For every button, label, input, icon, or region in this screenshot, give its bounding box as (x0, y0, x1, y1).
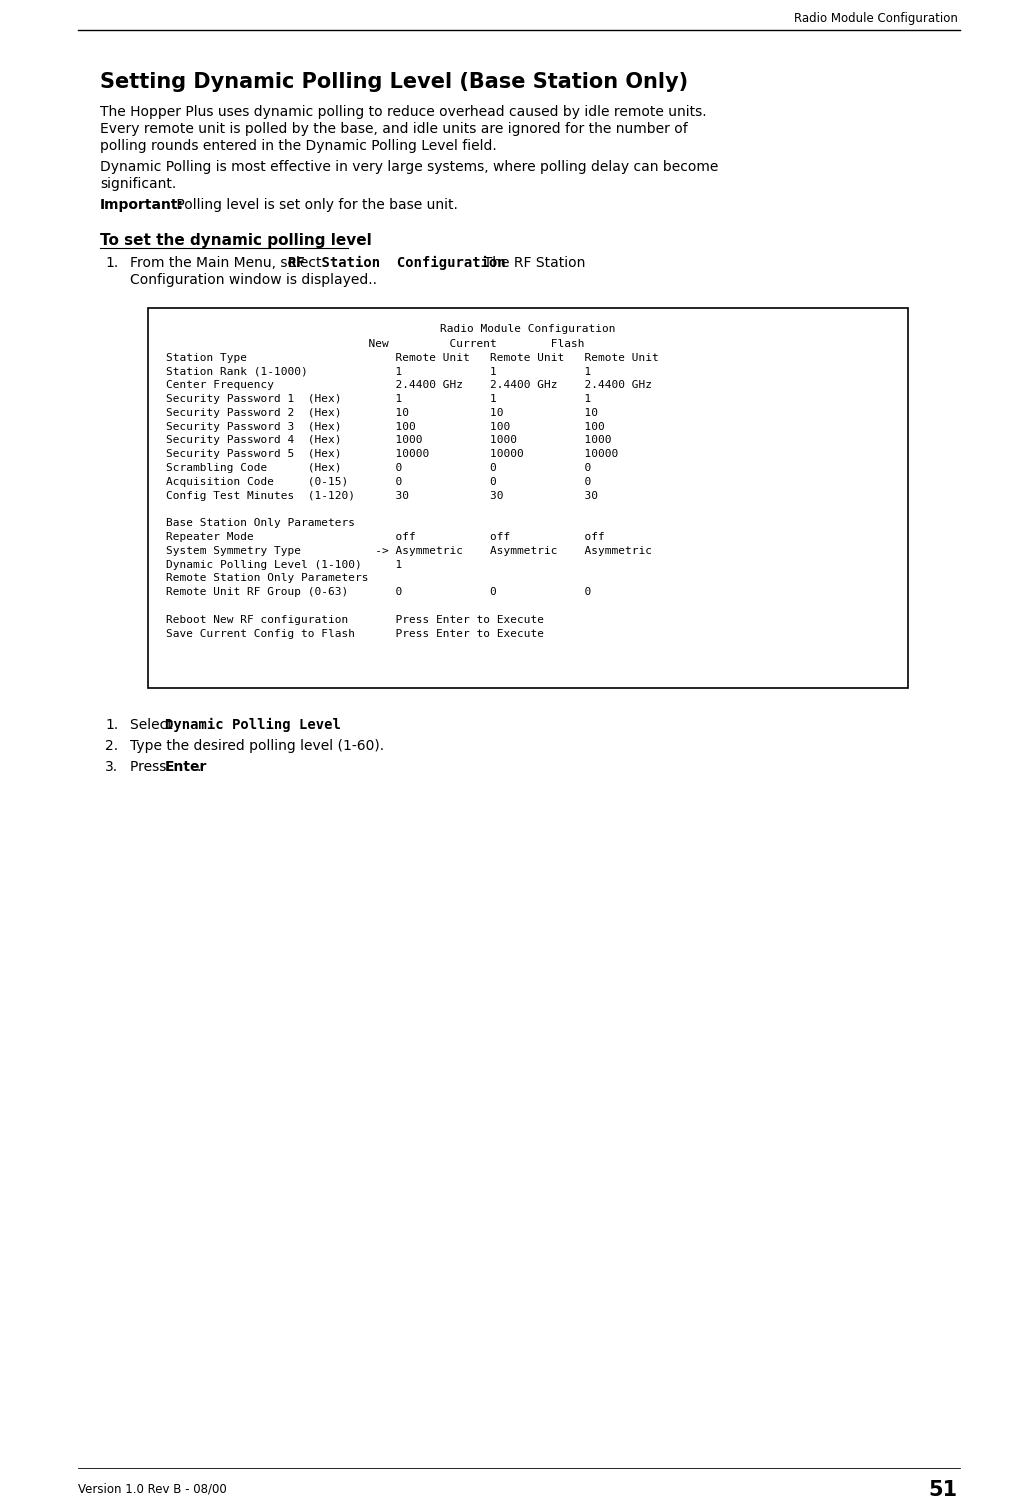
Text: Dynamic Polling is most effective in very large systems, where polling delay can: Dynamic Polling is most effective in ver… (100, 160, 718, 174)
Text: System Symmetry Type           -> Asymmetric    Asymmetric    Asymmetric: System Symmetry Type -> Asymmetric Asymm… (166, 545, 652, 556)
Text: Scrambling Code      (Hex)        0             0             0: Scrambling Code (Hex) 0 0 0 (166, 463, 592, 473)
Text: Center Frequency                  2.4400 GHz    2.4400 GHz    2.4400 GHz: Center Frequency 2.4400 GHz 2.4400 GHz 2… (166, 380, 652, 389)
Text: To set the dynamic polling level: To set the dynamic polling level (100, 234, 372, 249)
Text: Base Station Only Parameters: Base Station Only Parameters (166, 518, 355, 529)
Text: Security Password 5  (Hex)        10000         10000         10000: Security Password 5 (Hex) 10000 10000 10… (166, 449, 618, 460)
Text: Station Rank (1-1000)             1             1             1: Station Rank (1-1000) 1 1 1 (166, 367, 592, 376)
Text: Configuration window is displayed..: Configuration window is displayed.. (130, 273, 377, 288)
Text: .: . (197, 759, 201, 774)
Text: Remote Unit RF Group (0-63)       0             0             0: Remote Unit RF Group (0-63) 0 0 0 (166, 587, 592, 598)
Text: 1.: 1. (105, 256, 119, 270)
Text: .: . (316, 718, 321, 733)
Bar (148, 309, 908, 688)
Text: Remote Station Only Parameters: Remote Station Only Parameters (166, 574, 369, 583)
Text: 1.: 1. (105, 718, 119, 733)
Text: Security Password 4  (Hex)        1000          1000          1000: Security Password 4 (Hex) 1000 1000 1000 (166, 436, 612, 445)
Text: Enter: Enter (165, 759, 208, 774)
Text: polling rounds entered in the Dynamic Polling Level field.: polling rounds entered in the Dynamic Po… (100, 139, 496, 153)
Text: Radio Module Configuration: Radio Module Configuration (441, 324, 616, 334)
Text: Press: Press (130, 759, 171, 774)
Text: Version 1.0 Rev B - 08/00: Version 1.0 Rev B - 08/00 (78, 1483, 227, 1497)
Text: 3.: 3. (105, 759, 119, 774)
Text: Dynamic Polling Level: Dynamic Polling Level (165, 718, 341, 733)
Text: Security Password 2  (Hex)        10            10            10: Security Password 2 (Hex) 10 10 10 (166, 407, 598, 418)
Text: Type the desired polling level (1-60).: Type the desired polling level (1-60). (130, 739, 384, 753)
Text: RF  Station  Configuration: RF Station Configuration (288, 256, 505, 270)
Text: Setting Dynamic Polling Level (Base Station Only): Setting Dynamic Polling Level (Base Stat… (100, 72, 688, 91)
Text: Acquisition Code     (0-15)       0             0             0: Acquisition Code (0-15) 0 0 0 (166, 476, 592, 487)
Text: Reboot New RF configuration       Press Enter to Execute: Reboot New RF configuration Press Enter … (166, 614, 544, 625)
Text: Security Password 3  (Hex)        100           100           100: Security Password 3 (Hex) 100 100 100 (166, 421, 605, 431)
Text: Radio Module Configuration: Radio Module Configuration (794, 12, 958, 25)
Text: From the Main Menu, select: From the Main Menu, select (130, 256, 326, 270)
Text: Security Password 1  (Hex)        1             1             1: Security Password 1 (Hex) 1 1 1 (166, 394, 592, 404)
Text: significant.: significant. (100, 177, 176, 192)
Text: Dynamic Polling Level (1-100)     1: Dynamic Polling Level (1-100) 1 (166, 560, 402, 569)
Text: New         Current        Flash: New Current Flash (166, 339, 585, 349)
Text: Config Test Minutes  (1-120)      30            30            30: Config Test Minutes (1-120) 30 30 30 (166, 491, 598, 500)
Text: . The RF Station: . The RF Station (475, 256, 586, 270)
Text: 51: 51 (929, 1480, 958, 1498)
Text: Save Current Config to Flash      Press Enter to Execute: Save Current Config to Flash Press Enter… (166, 629, 544, 638)
Text: Important:: Important: (100, 198, 184, 213)
Text: 2.: 2. (105, 739, 119, 753)
Text: Polling level is set only for the base unit.: Polling level is set only for the base u… (172, 198, 458, 213)
Text: The Hopper Plus uses dynamic polling to reduce overhead caused by idle remote un: The Hopper Plus uses dynamic polling to … (100, 105, 707, 118)
Text: Station Type                      Remote Unit   Remote Unit   Remote Unit: Station Type Remote Unit Remote Unit Rem… (166, 352, 658, 363)
Text: Select: Select (130, 718, 177, 733)
Text: Every remote unit is polled by the base, and idle units are ignored for the numb: Every remote unit is polled by the base,… (100, 121, 688, 136)
Text: Repeater Mode                     off           off           off: Repeater Mode off off off (166, 532, 605, 542)
